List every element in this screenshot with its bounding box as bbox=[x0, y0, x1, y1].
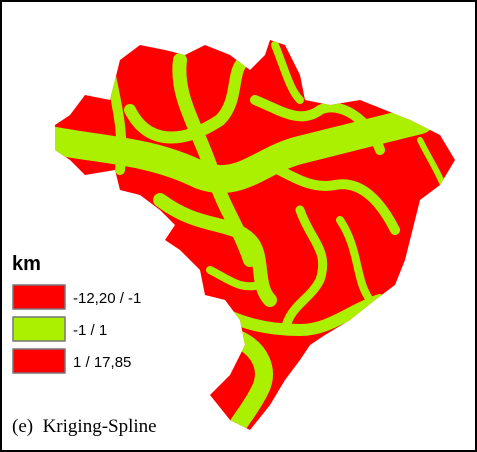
legend-label: 1 / 17,85 bbox=[73, 354, 131, 371]
legend-swatch bbox=[12, 316, 66, 342]
legend: -12,20 / -1 -1 / 1 1 / 17,85 bbox=[12, 284, 141, 374]
legend-label: -1 / 1 bbox=[73, 322, 107, 339]
legend-label: -12,20 / -1 bbox=[73, 290, 141, 307]
caption: (e) Kriging-Spline bbox=[12, 416, 157, 437]
legend-swatch bbox=[12, 348, 66, 374]
legend-title: km bbox=[12, 253, 41, 275]
legend-swatch bbox=[12, 284, 66, 310]
